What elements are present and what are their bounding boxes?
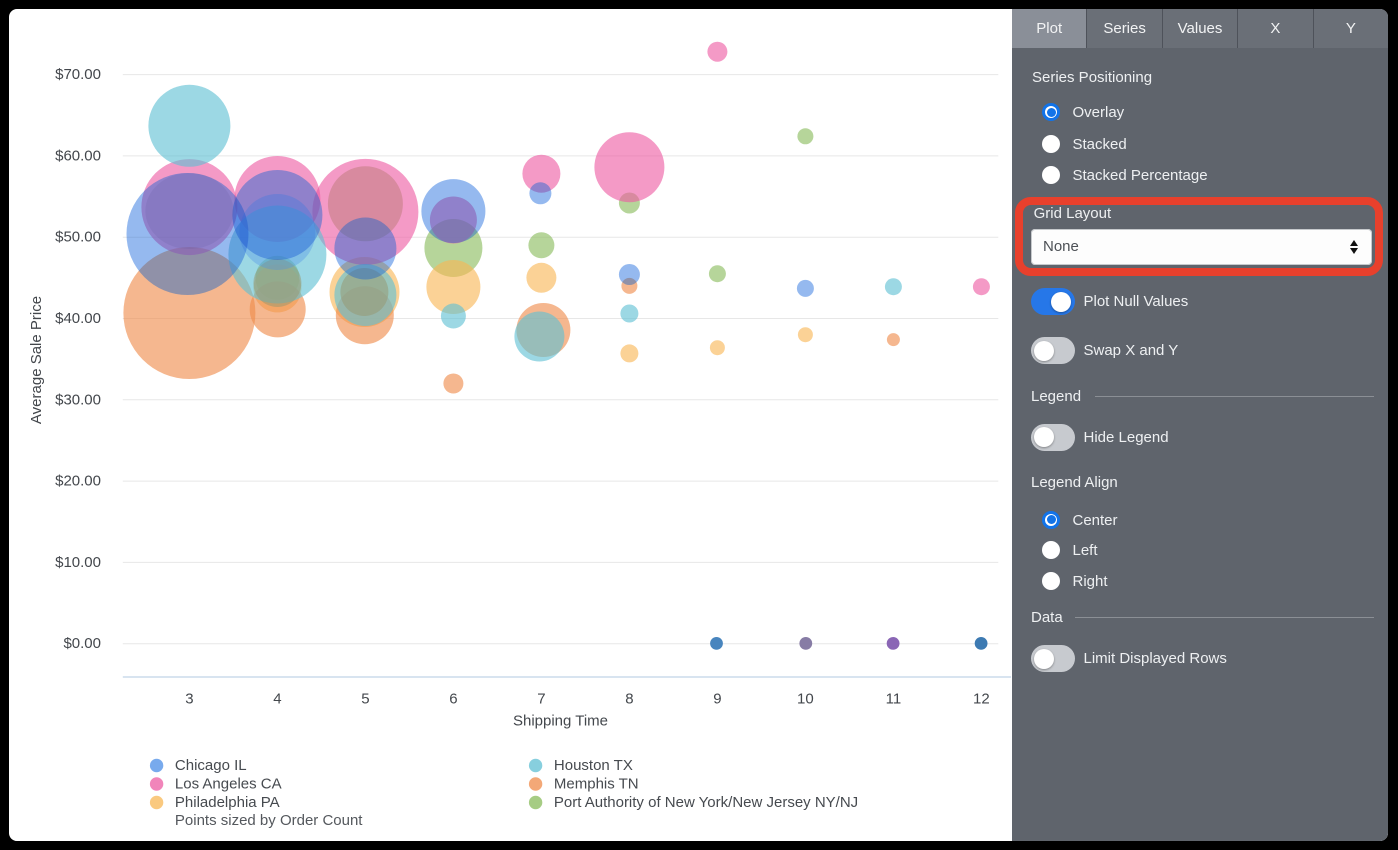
svg-text:$60.00: $60.00 <box>55 147 101 164</box>
svg-text:7: 7 <box>537 691 545 708</box>
svg-text:Shipping Time: Shipping Time <box>513 713 608 730</box>
svg-text:9: 9 <box>713 691 721 708</box>
svg-text:4: 4 <box>273 691 281 708</box>
svg-text:Philadelphia PA: Philadelphia PA <box>175 794 280 811</box>
svg-text:$0.00: $0.00 <box>63 635 101 652</box>
svg-text:8: 8 <box>625 691 633 708</box>
svg-text:5: 5 <box>361 691 369 708</box>
svg-text:Average Sale Price: Average Sale Price <box>28 296 45 424</box>
svg-text:$30.00: $30.00 <box>55 391 101 408</box>
svg-text:3: 3 <box>185 691 193 708</box>
svg-text:11: 11 <box>886 691 902 708</box>
svg-text:$10.00: $10.00 <box>55 554 101 571</box>
svg-text:Port Authority of New York/New: Port Authority of New York/New Jersey NY… <box>554 794 858 811</box>
svg-text:$50.00: $50.00 <box>55 229 101 246</box>
svg-text:Los Angeles CA: Los Angeles CA <box>175 776 282 793</box>
svg-text:$70.00: $70.00 <box>55 66 101 83</box>
svg-text:$40.00: $40.00 <box>55 310 101 327</box>
svg-text:6: 6 <box>449 691 457 708</box>
svg-text:Houston TX: Houston TX <box>554 757 633 774</box>
svg-text:12: 12 <box>973 691 990 708</box>
svg-text:Points sized by Order Count: Points sized by Order Count <box>175 812 363 829</box>
svg-text:$20.00: $20.00 <box>55 473 101 490</box>
svg-text:Chicago IL: Chicago IL <box>175 757 247 774</box>
svg-text:10: 10 <box>797 691 814 708</box>
svg-text:Memphis TN: Memphis TN <box>554 776 639 793</box>
